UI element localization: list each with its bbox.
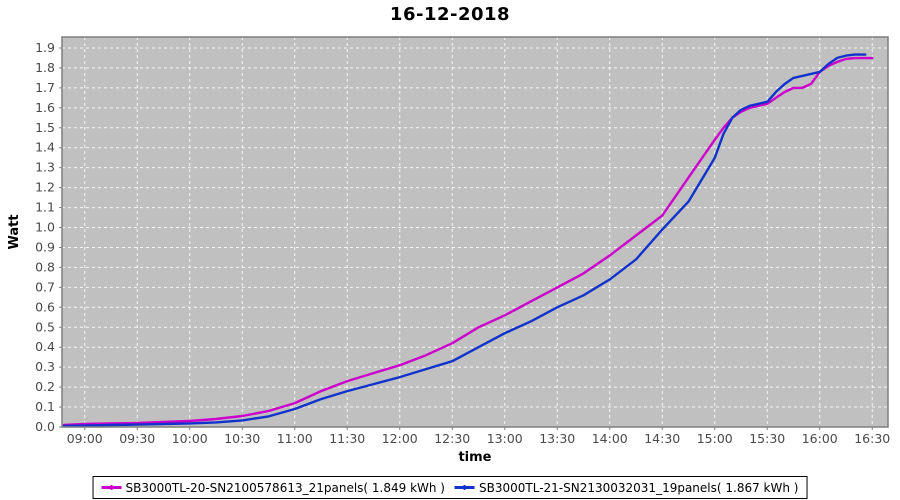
y-tick-label: 1.6 [35,100,55,115]
y-tick-label: 0.9 [35,239,55,254]
legend-label: SB3000TL-21-SN2130032031_19panels( 1.867… [479,480,799,495]
legend-item-inverter-21: SB3000TL-21-SN2130032031_19panels( 1.867… [455,481,798,495]
y-tick-label: 1.7 [35,80,55,95]
y-tick-label: 0.6 [35,299,55,314]
x-tick-label: 10:00 [172,431,208,446]
y-tick-label: 0.4 [35,339,55,354]
legend-item-inverter-20: SB3000TL-20-SN2100578613_21panels( 1.849… [101,480,445,495]
y-tick-label: 0.5 [35,319,55,334]
x-tick-label: 09:00 [67,431,103,446]
y-axis-title: Watt [7,214,22,249]
plot-outline [61,36,889,428]
x-tick-label: 14:30 [644,431,680,446]
x-tick-label: 13:30 [539,431,575,446]
series-swatch-blue [455,485,475,490]
x-axis-title: time [458,450,491,465]
plot-background [62,37,888,427]
x-tick-label: 15:30 [749,431,785,446]
y-tick-label: 1.3 [35,160,55,175]
x-tick-label: 16:00 [802,431,838,446]
y-tick-label: 1.9 [35,40,55,55]
x-tick-label: 16:30 [854,431,890,446]
series-line-0 [62,56,874,427]
x-tick-label: 15:00 [697,431,733,446]
y-tick-label: 1.0 [35,220,55,235]
y-tick-label: 1.4 [35,140,55,155]
x-tick-label: 11:30 [329,431,365,446]
legend: SB3000TL-20-SN2100578613_21panels( 1.849… [92,476,808,499]
x-tick-label: 12:00 [382,431,418,446]
y-tick-label: 0.7 [35,279,55,294]
y-tick-label: 1.8 [35,60,55,75]
x-tick-label: 09:30 [119,431,155,446]
series-swatch-magenta [101,485,122,490]
y-tick-label: 0.2 [35,379,55,394]
y-tick-label: 1.5 [35,120,55,135]
y-tick-label: 1.2 [35,180,55,195]
x-tick-label: 13:00 [487,431,523,446]
x-tick-label: 12:30 [434,431,470,446]
series-line-1 [62,53,867,428]
y-tick-label: 0.0 [35,419,55,434]
legend-label: SB3000TL-20-SN2100578613_21panels( 1.849… [125,480,445,495]
plot-area: 09:00 09:30 10:00 10:30 11:00 11:30 12:00 12:30… [7,36,890,465]
y-tick-label: 0.3 [35,359,55,374]
chart-title: 16-12-2018 [389,4,511,25]
x-tick-label: 10:30 [224,431,260,446]
y-tick-label: 0.1 [35,399,55,414]
x-tick-label: 11:00 [277,431,313,446]
y-tick-label: 0.8 [35,259,55,274]
x-tick-label: 14:00 [592,431,628,446]
y-tick-label: 1.1 [35,200,55,215]
